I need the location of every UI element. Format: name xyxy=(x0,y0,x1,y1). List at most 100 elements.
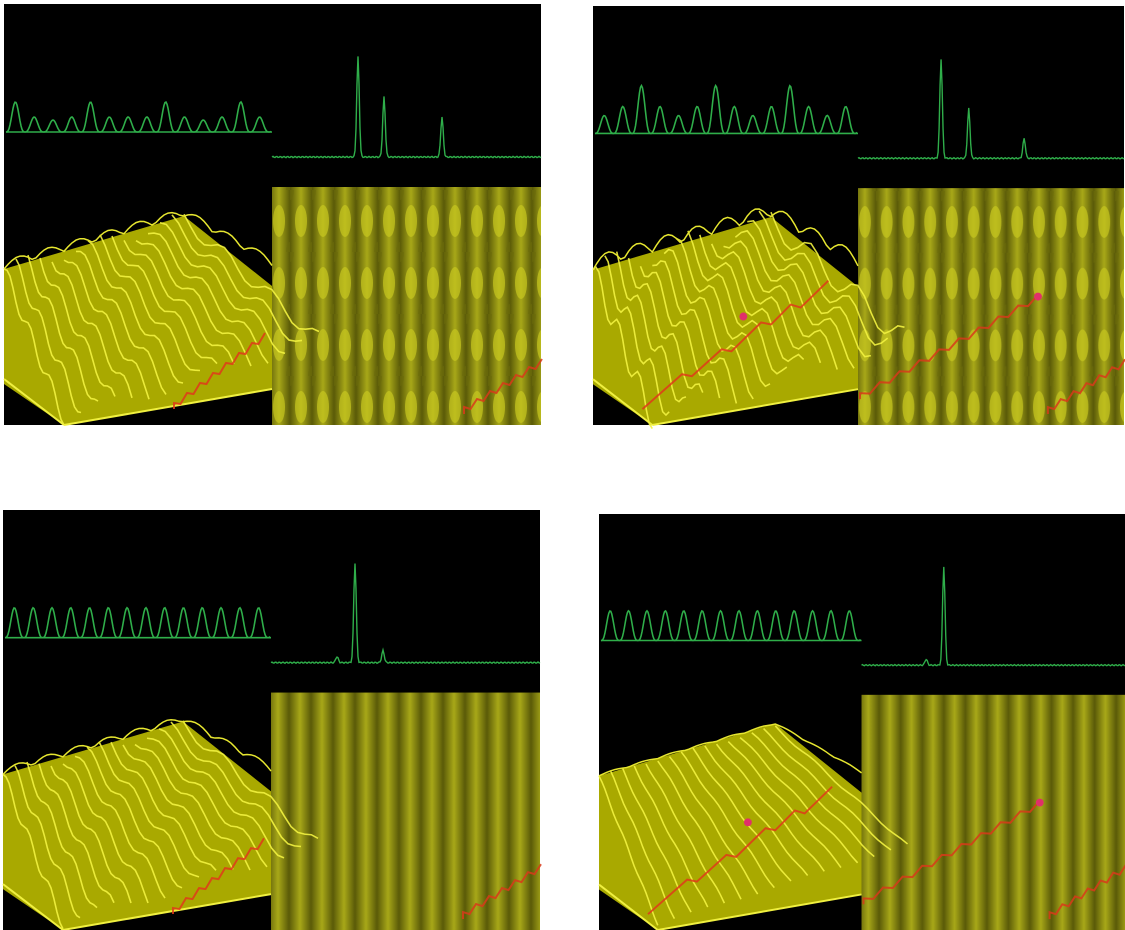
trajectory-end xyxy=(1034,292,1042,301)
surface-ridge xyxy=(715,743,825,872)
surface-ridge xyxy=(146,737,268,868)
panel xyxy=(598,514,1125,930)
surface-axis xyxy=(62,893,272,930)
surface-ridge xyxy=(2,773,64,930)
surface-ridge xyxy=(63,259,150,400)
surface-ridge xyxy=(675,237,771,388)
surface-ridge xyxy=(3,268,65,426)
surface-ridge xyxy=(183,213,320,333)
surface-edge xyxy=(598,723,862,777)
surface-ridge xyxy=(87,239,184,384)
panel xyxy=(592,6,1125,430)
spectrum xyxy=(271,56,542,159)
surface-axis xyxy=(2,883,64,930)
trajectory-end xyxy=(743,818,752,827)
surface-ridge xyxy=(627,257,704,393)
surface-axis xyxy=(3,378,65,426)
surface-ridge xyxy=(86,746,183,889)
surface-ridge xyxy=(592,266,653,430)
spectrum xyxy=(857,59,1125,160)
surface-edge xyxy=(3,211,273,270)
surface-ridge xyxy=(727,741,842,869)
surface-ridge xyxy=(604,255,670,417)
surface-ridge xyxy=(123,240,235,365)
panel xyxy=(2,510,542,930)
pattern-image xyxy=(272,187,541,425)
surface-axis xyxy=(598,883,659,930)
surface-ridge xyxy=(171,214,303,343)
surface-ridge xyxy=(122,744,234,870)
surface-ridge xyxy=(663,248,754,400)
trajectory xyxy=(172,837,265,915)
trajectory xyxy=(862,799,1041,905)
trajectory xyxy=(463,358,543,414)
surface-ridge xyxy=(747,220,871,358)
surface-ridge xyxy=(158,728,285,859)
surface-ridge xyxy=(75,250,167,395)
surface-edge xyxy=(2,718,272,775)
surface-ridge xyxy=(38,763,115,904)
trajectory xyxy=(1048,864,1125,920)
trajectory-end xyxy=(739,312,748,321)
trajectory xyxy=(647,786,833,915)
pattern-image xyxy=(861,694,1125,930)
trajectory-end xyxy=(1035,798,1044,807)
surface-ridge xyxy=(639,265,721,399)
surface-ridge xyxy=(598,775,659,926)
surface-ridge xyxy=(668,756,759,895)
surface-ridge xyxy=(710,243,822,364)
surface-ridge xyxy=(758,210,889,346)
surface-edge xyxy=(592,208,859,271)
pattern-image xyxy=(271,692,540,930)
surface-ridge xyxy=(610,770,676,920)
surface-ridge xyxy=(692,747,792,882)
surface-ridge xyxy=(39,257,116,397)
trajectory xyxy=(173,332,266,409)
surface-ridge xyxy=(74,755,166,899)
surface-ridge xyxy=(14,765,81,919)
surface-ridge xyxy=(170,721,302,848)
surface-ridge xyxy=(704,745,809,876)
surface-ridge xyxy=(734,229,855,369)
surface-ridge xyxy=(15,258,82,414)
surface-ridge xyxy=(110,741,217,871)
trajectory xyxy=(641,279,830,410)
trajectory xyxy=(462,863,542,920)
surface-ridge xyxy=(657,760,742,900)
surface-ridge xyxy=(770,211,905,335)
surface-ridge xyxy=(62,763,149,904)
spectrum xyxy=(861,566,1125,667)
surface-ridge xyxy=(99,234,201,372)
surface-ridge xyxy=(652,260,738,404)
spectrum xyxy=(270,563,541,665)
surface-ridge xyxy=(633,765,709,908)
surface xyxy=(599,723,862,930)
surface-ridge xyxy=(699,234,805,363)
surface-ridge xyxy=(680,751,775,889)
surface-ridge xyxy=(723,240,838,370)
surface-ridge xyxy=(739,737,859,864)
surface-ridge xyxy=(621,767,692,913)
surface-axis xyxy=(657,893,862,930)
trajectory xyxy=(858,293,1039,400)
surface-ridge xyxy=(111,235,218,365)
surface-ridge xyxy=(27,254,99,402)
surface-ridge xyxy=(615,251,687,403)
surface-ridge xyxy=(751,732,875,858)
surface-ridge xyxy=(51,261,133,399)
surface-ridge xyxy=(774,725,909,845)
surface-ridge xyxy=(98,741,200,878)
surface-axis xyxy=(592,378,653,426)
surface-ridge xyxy=(687,230,788,375)
surface-ridge xyxy=(645,763,726,904)
surface-axis xyxy=(63,388,273,426)
pattern-image xyxy=(858,188,1124,425)
surface-ridge xyxy=(159,221,286,355)
surface-ridge xyxy=(26,761,98,909)
trajectory xyxy=(1046,358,1125,415)
surface-ridge xyxy=(135,240,252,367)
surface-ridge xyxy=(134,743,251,871)
surface xyxy=(593,216,859,425)
